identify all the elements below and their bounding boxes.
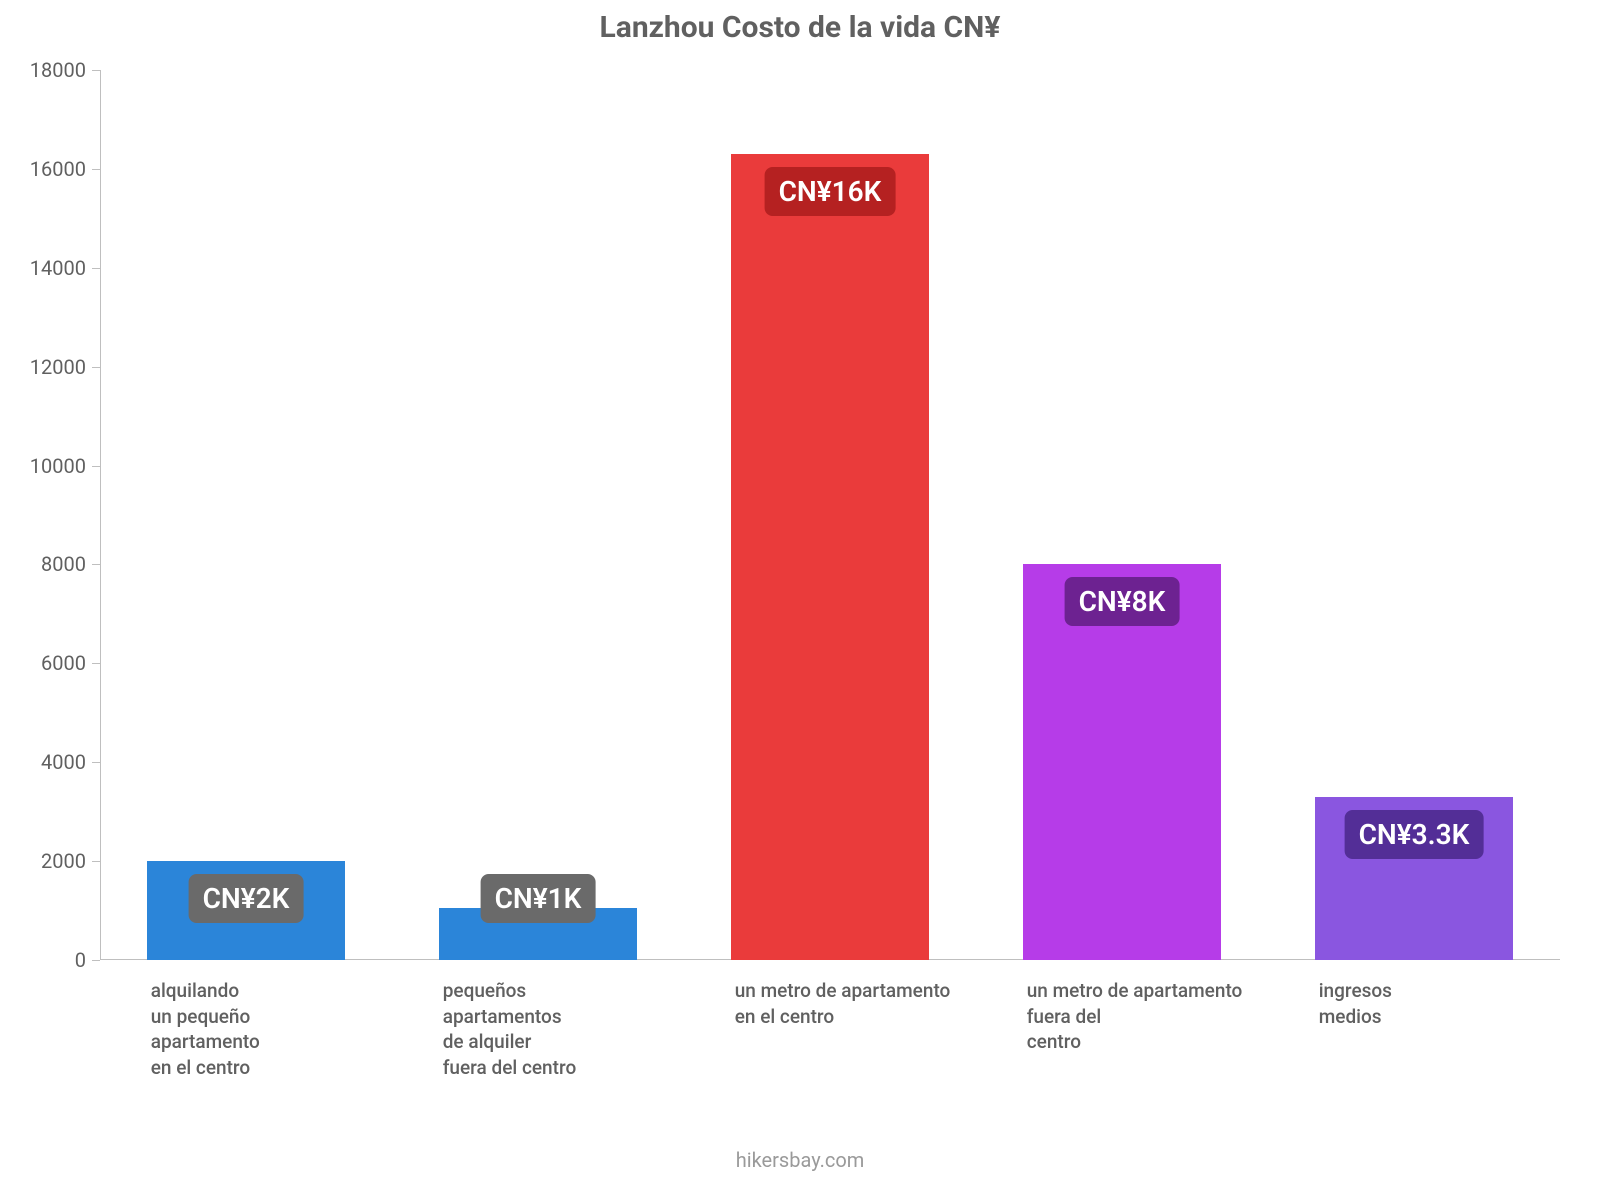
y-tick-label: 2000 bbox=[41, 849, 100, 873]
y-tick-label: 8000 bbox=[41, 552, 100, 576]
y-tick-label: 0 bbox=[75, 948, 100, 972]
x-axis-label: un metro de apartamentoen el centro bbox=[735, 978, 951, 1029]
x-axis-label: ingresosmedios bbox=[1319, 978, 1392, 1029]
chart-title: Lanzhou Costo de la vida CN¥ bbox=[0, 10, 1600, 45]
plot-area: 0200040006000800010000120001400016000180… bbox=[100, 70, 1560, 960]
y-tick-label: 16000 bbox=[30, 157, 100, 181]
value-badge: CN¥8K bbox=[1065, 577, 1180, 626]
chart-container: Lanzhou Costo de la vida CN¥ 02000400060… bbox=[0, 0, 1600, 1200]
value-badge: CN¥1K bbox=[481, 874, 596, 923]
value-badge: CN¥16K bbox=[765, 167, 896, 216]
y-tick-label: 4000 bbox=[41, 750, 100, 774]
value-badge: CN¥3.3K bbox=[1345, 810, 1484, 859]
y-tick-label: 10000 bbox=[30, 454, 100, 478]
x-axis-label: alquilandoun pequeñoapartamentoen el cen… bbox=[151, 978, 260, 1081]
y-tick-label: 14000 bbox=[30, 256, 100, 280]
y-axis-line bbox=[100, 70, 101, 960]
value-badge: CN¥2K bbox=[189, 874, 304, 923]
y-tick-label: 6000 bbox=[41, 651, 100, 675]
x-axis-label: pequeñosapartamentosde alquilerfuera del… bbox=[443, 978, 577, 1081]
y-tick-label: 12000 bbox=[30, 355, 100, 379]
attribution-text: hikersbay.com bbox=[0, 1148, 1600, 1172]
y-tick-label: 18000 bbox=[30, 58, 100, 82]
x-axis-label: un metro de apartamentofuera delcentro bbox=[1027, 978, 1243, 1055]
bar bbox=[731, 154, 930, 960]
